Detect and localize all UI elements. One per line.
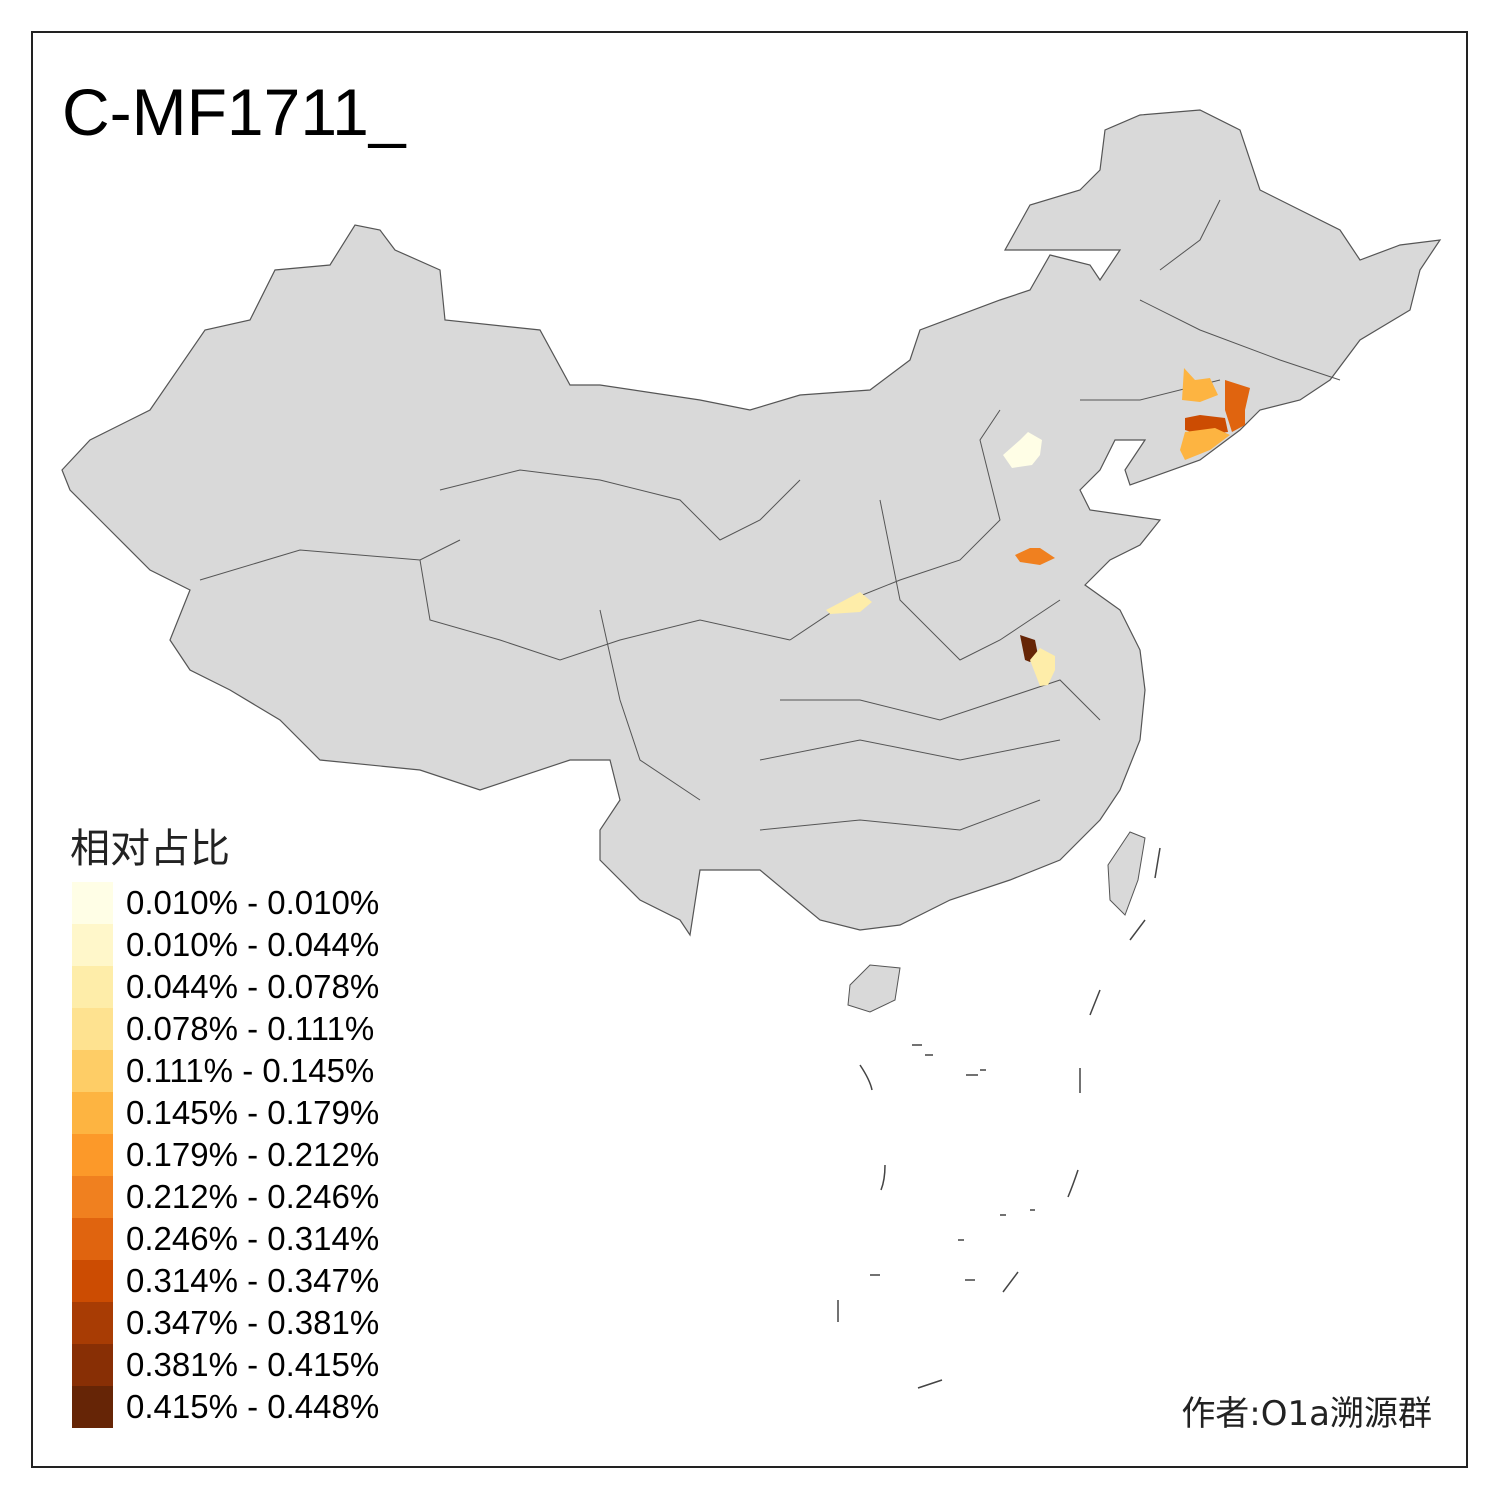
legend-swatch (72, 1176, 113, 1218)
legend-swatch (72, 1092, 113, 1134)
legend-item: 0.179% - 0.212% (72, 1134, 472, 1176)
legend-label: 0.010% - 0.044% (126, 926, 380, 963)
legend-label: 0.415% - 0.448% (126, 1388, 380, 1425)
legend-item: 0.381% - 0.415% (72, 1344, 472, 1386)
region-anhui-a (1020, 635, 1038, 662)
region-shandong (1015, 548, 1055, 565)
legend-swatch (72, 924, 113, 966)
legend-item: 0.010% - 0.010% (72, 882, 472, 924)
region-northeast-b (1225, 380, 1250, 432)
map-frame (31, 31, 1468, 1468)
legend-item: 0.145% - 0.179% (72, 1092, 472, 1134)
legend-title: 相对占比 (70, 826, 230, 872)
legend-item: 0.212% - 0.246% (72, 1176, 472, 1218)
legend-swatch (72, 1260, 113, 1302)
legend-label: 0.314% - 0.347% (126, 1262, 380, 1299)
legend-swatch (72, 1008, 113, 1050)
region-anhui-b (1030, 648, 1055, 686)
legend-label: 0.381% - 0.415% (126, 1346, 380, 1383)
hainan-island (847, 964, 901, 1013)
legend-item: 0.314% - 0.347% (72, 1260, 472, 1302)
region-northeast-d (1180, 428, 1230, 460)
legend-item: 0.111% - 0.145% (72, 1050, 472, 1092)
legend-swatch (72, 1050, 113, 1092)
south-china-sea-islands (837, 847, 1161, 1389)
author-credit: 作者:O1a溯源群 (1181, 1394, 1432, 1434)
highlighted-regions (826, 368, 1250, 686)
region-beijing (1003, 432, 1042, 468)
legend-label: 0.347% - 0.381% (126, 1304, 380, 1341)
legend-item: 0.010% - 0.044% (72, 924, 472, 966)
legend-label: 0.246% - 0.314% (126, 1220, 380, 1257)
legend-item: 0.347% - 0.381% (72, 1302, 472, 1344)
legend-label: 0.212% - 0.246% (126, 1178, 380, 1215)
legend-swatch (72, 882, 113, 924)
province-borders (199, 199, 1341, 831)
legend-label: 0.179% - 0.212% (126, 1136, 380, 1173)
legend-swatch (72, 1344, 113, 1386)
china-mainland (61, 109, 1442, 937)
legend-swatch (72, 1302, 113, 1344)
legend-swatch (72, 966, 113, 1008)
legend-swatch (72, 1386, 113, 1428)
legend-swatch (72, 1134, 113, 1176)
legend-item: 0.078% - 0.111% (72, 1008, 472, 1050)
region-northeast-a (1182, 368, 1218, 402)
legend-label: 0.111% - 0.145% (126, 1052, 375, 1089)
legend-item: 0.246% - 0.314% (72, 1218, 472, 1260)
legend-label: 0.044% - 0.078% (126, 968, 380, 1005)
region-shaanxi (826, 592, 872, 614)
taiwan-island (1107, 831, 1146, 916)
map-title: C-MF1711_ (62, 75, 406, 149)
legend-label: 0.078% - 0.111% (126, 1010, 375, 1047)
legend-item: 0.044% - 0.078% (72, 966, 472, 1008)
legend-item: 0.415% - 0.448% (72, 1386, 472, 1428)
legend-label: 0.145% - 0.179% (126, 1094, 380, 1131)
legend-swatch (72, 1218, 113, 1260)
legend-label: 0.010% - 0.010% (126, 884, 380, 921)
